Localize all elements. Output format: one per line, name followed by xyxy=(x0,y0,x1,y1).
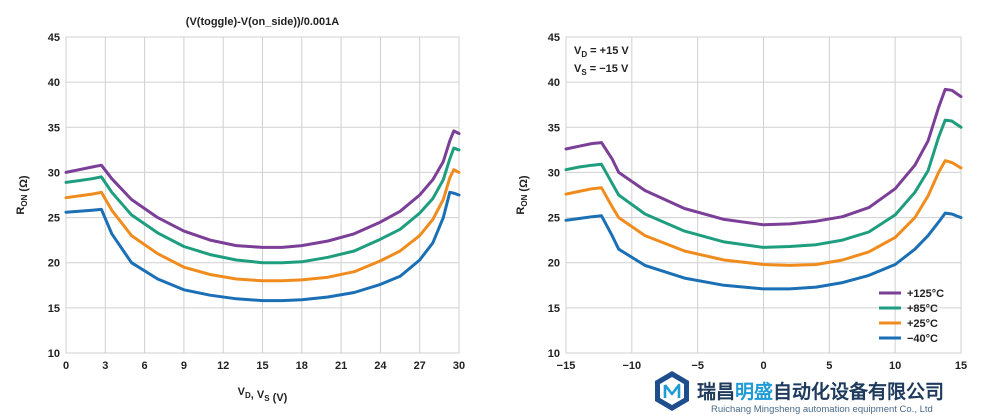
y-tick-label: 30 xyxy=(548,167,560,179)
x-tick-label: 9 xyxy=(181,360,187,372)
svg-text:瑞昌明盛自动化设备有限公司: 瑞昌明盛自动化设备有限公司 xyxy=(697,380,944,403)
y-tick-label: 45 xyxy=(548,32,560,44)
y-tick-label: 10 xyxy=(548,348,560,360)
y-tick-label: 40 xyxy=(548,77,560,89)
y-axis-label: RON (Ω) xyxy=(515,175,530,214)
company-logo-icon xyxy=(655,371,689,411)
series-line-3 xyxy=(64,168,461,283)
y-tick-label: 20 xyxy=(548,258,560,270)
y-tick-label: 15 xyxy=(48,303,60,315)
y-tick-label: 35 xyxy=(548,122,560,134)
y-tick-label: 30 xyxy=(48,167,60,179)
y-tick-label: 25 xyxy=(548,213,560,225)
series-line-3 xyxy=(564,159,963,267)
x-tick-label: 12 xyxy=(217,360,229,372)
y-tick-label: 10 xyxy=(48,348,60,360)
legend-label: +125°C xyxy=(907,288,944,300)
series-line-2 xyxy=(64,146,461,265)
x-axis-label: VD, VS (V) xyxy=(238,386,288,404)
watermark-brand-part1: 瑞昌 xyxy=(697,380,735,403)
x-tick-label: 10 xyxy=(889,360,901,372)
series-line-1 xyxy=(564,87,963,227)
legend-label: +85°C xyxy=(907,303,938,315)
y-tick-label: 15 xyxy=(548,303,560,315)
watermark-english: Ruichang Mingsheng automation equipment … xyxy=(711,404,933,415)
watermark: 瑞昌明盛自动化设备有限公司 Ruichang Mingsheng automat… xyxy=(655,371,944,415)
x-tick-label: 30 xyxy=(453,360,465,372)
y-tick-label: 45 xyxy=(48,32,60,44)
watermark-brand-part2: 明盛 xyxy=(735,380,773,403)
series-line-4 xyxy=(64,190,461,303)
x-tick-label: 15 xyxy=(256,360,268,372)
y-tick-label: 35 xyxy=(48,122,60,134)
chart-title: (V(toggle)-V(on_side))/0.001A xyxy=(186,16,339,28)
condition-annotation: VD = +15 V xyxy=(574,45,629,59)
legend-label: +25°C xyxy=(907,318,938,330)
x-tick-label: 0 xyxy=(63,360,69,372)
x-tick-label: 24 xyxy=(374,360,387,372)
watermark-brand-part3: 自动化设备有限公司 xyxy=(773,380,944,403)
series-line-4 xyxy=(564,211,963,291)
x-tick-label: 5 xyxy=(826,360,832,372)
x-tick-label: 21 xyxy=(335,360,347,372)
chart-left: 0 3 6 9 12 15 18 21 24 27 30 10 15 20 25 30 35 40 45 (V(tog… xyxy=(15,16,465,404)
x-tick-label: −5 xyxy=(691,360,704,372)
x-tick-label: −10 xyxy=(622,360,641,372)
series-line-1 xyxy=(64,129,461,249)
legend-label: −40°C xyxy=(907,333,938,345)
y-tick-label: 20 xyxy=(48,258,60,270)
x-tick-label: 15 xyxy=(955,360,967,372)
x-tick-label: 18 xyxy=(296,360,308,372)
x-tick-label: 3 xyxy=(102,360,108,372)
y-tick-label: 40 xyxy=(48,77,60,89)
condition-annotation: VS = −15 V xyxy=(574,63,629,77)
x-tick-label: −15 xyxy=(557,360,576,372)
series-line-2 xyxy=(564,118,963,249)
y-tick-label: 25 xyxy=(48,213,60,225)
y-axis-label: RON (Ω) xyxy=(15,175,30,214)
x-tick-label: 6 xyxy=(142,360,148,372)
x-tick-label: 27 xyxy=(414,360,426,372)
x-tick-label: 0 xyxy=(760,360,766,372)
chart-right: −15 −10 −5 0 5 10 15 10 15 20 25 30 35 40 45 RON (Ω) VD … xyxy=(515,32,967,372)
